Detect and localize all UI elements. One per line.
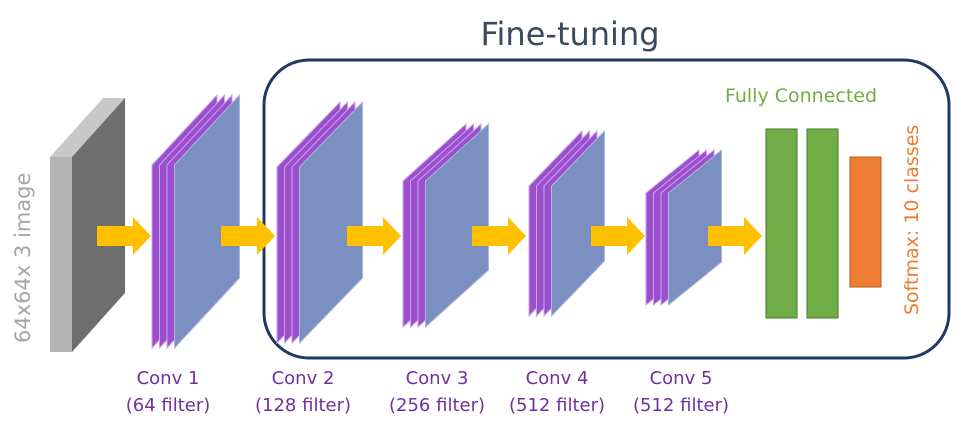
conv-2-feature-maps [276,100,363,345]
flow-arrow-6 [708,217,762,255]
input-image-label: 64x64x 3 image [11,173,35,343]
feature-map-stacks [151,93,722,350]
conv-3-filters: (256 filter) [389,395,485,416]
feature-map-front [668,148,722,307]
conv-2-filters: (128 filter) [255,395,351,416]
softmax-bar [849,156,882,288]
conv-1-name: Conv 1 [137,368,200,389]
softmax-label: Softmax: 10 classes [901,125,923,315]
feature-map-front [425,122,489,329]
conv-labels: Conv 1 (64 filter) Conv 2 (128 filter) C… [126,368,729,416]
fully-connected-label: Fully Connected [725,85,877,107]
flow-arrow-3 [347,217,401,255]
fully-connected-bar-1 [765,128,798,319]
conv-1-filters: (64 filter) [126,395,211,416]
fine-tuning-frame [262,58,951,360]
feature-map-front [299,100,363,345]
conv-4-name: Conv 4 [526,368,589,389]
fully-connected-bar-2 [806,128,839,319]
diagram-title: Fine-tuning [480,15,659,53]
input-image-block [50,98,125,352]
conv-3-feature-maps [402,122,489,329]
conv-1-feature-maps [151,93,240,350]
feature-map-front [174,93,240,350]
conv-4-feature-maps [528,129,605,318]
conv-3-name: Conv 3 [406,368,469,389]
conv-5-feature-maps [645,148,722,307]
flow-arrow-5 [591,217,645,255]
conv-5-filters: (512 filter) [633,395,729,416]
conv-2-name: Conv 2 [272,368,335,389]
conv-4-filters: (512 filter) [509,395,605,416]
conv-5-name: Conv 5 [650,368,713,389]
flow-arrow-4 [472,217,526,255]
feature-map-front [551,129,605,318]
flow-arrow-1 [97,217,151,255]
arrows [97,217,762,255]
flow-arrow-2 [221,217,275,255]
